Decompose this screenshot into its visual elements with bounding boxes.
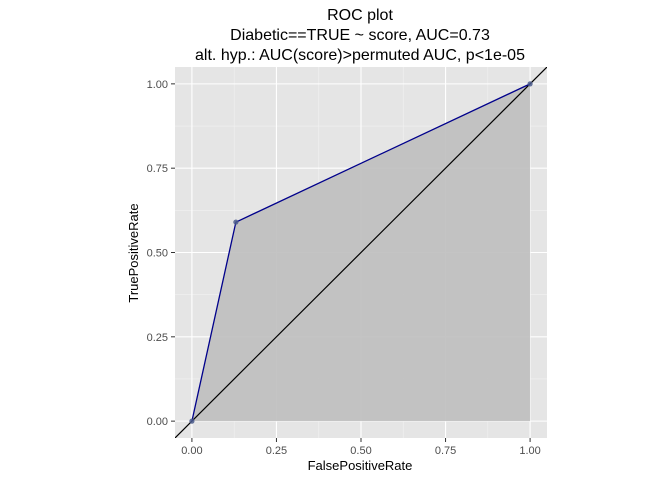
x-tick-label: 1.00: [519, 445, 540, 457]
reference-diagonal-line: [175, 67, 547, 438]
x-tick-label: 0.00: [181, 445, 202, 457]
x-tick-label: 0.25: [266, 445, 287, 457]
y-tick-label: 1.00: [147, 79, 168, 91]
y-axis-label: TruePositiveRate: [126, 203, 141, 302]
y-tick-label: 0.25: [147, 332, 168, 344]
x-axis-label: FalsePositiveRate: [308, 458, 413, 473]
y-tick-label: 0.75: [147, 163, 168, 175]
roc-point: [233, 219, 239, 225]
plot-area: 0.00 0.25 0.50 0.75 1.00 0.00 0.25 0.50 0.75 1.00: [147, 67, 547, 457]
roc-point: [527, 81, 533, 87]
chart-title: ROC plot: [327, 7, 393, 24]
chart-subtitle-line-1: Diabetic==TRUE ~ score, AUC=0.73: [230, 27, 490, 44]
y-tick-label: 0.00: [147, 416, 168, 428]
x-tick-label: 0.75: [435, 445, 456, 457]
x-tick-label: 0.50: [350, 445, 371, 457]
roc-point: [189, 418, 195, 424]
chart-subtitle-line-2: alt. hyp.: AUC(score)>permuted AUC, p<1e…: [195, 47, 525, 64]
y-tick-label: 0.50: [147, 248, 168, 260]
